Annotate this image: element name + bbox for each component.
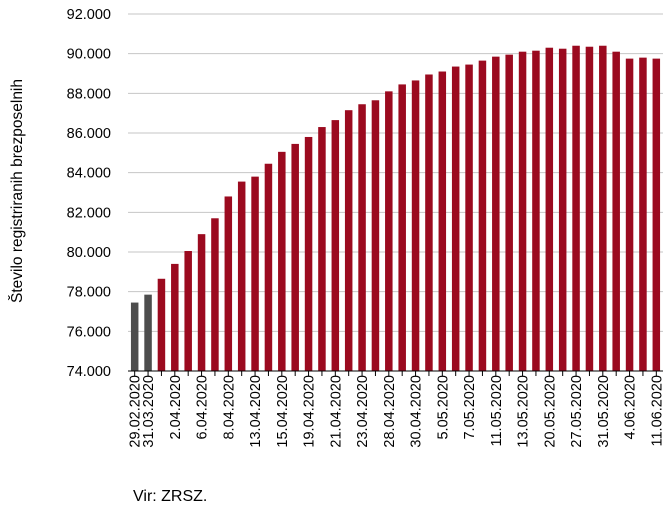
bar xyxy=(371,100,380,372)
x-tick-label: 13.05.2020 xyxy=(516,375,532,448)
x-tick-label: 28.04.2020 xyxy=(382,375,398,448)
x-tick-label: 13.04.2020 xyxy=(248,375,264,448)
bar xyxy=(184,251,192,371)
bar xyxy=(532,50,540,372)
x-tick-label: 11.05.2020 xyxy=(489,375,505,447)
bar xyxy=(237,181,246,371)
y-tick-label: 84.000 xyxy=(67,166,111,182)
bar xyxy=(492,56,500,372)
bar xyxy=(518,51,527,371)
x-tick-label: 21.04.2020 xyxy=(328,375,344,448)
x-tick-label: 31.05.2020 xyxy=(596,375,612,448)
bar xyxy=(144,294,152,371)
x-tick-label: 20.05.2020 xyxy=(542,375,558,448)
bar xyxy=(558,48,567,371)
source-note: Vir: ZRSZ. xyxy=(133,488,208,505)
x-tick-label: 6.04.2020 xyxy=(195,375,211,440)
y-tick-label: 78.000 xyxy=(67,285,111,301)
bar xyxy=(612,51,620,371)
bar xyxy=(291,143,299,371)
bar xyxy=(585,46,594,371)
bar xyxy=(385,91,393,371)
bar xyxy=(211,218,219,371)
x-tick-label: 4.06.2020 xyxy=(623,375,639,440)
x-tick-label: 23.04.2020 xyxy=(355,375,371,448)
bar xyxy=(411,80,420,372)
bar xyxy=(465,64,473,371)
bar xyxy=(438,71,447,372)
bar xyxy=(251,176,259,371)
bar xyxy=(278,151,286,371)
x-tick-label: 29.02.2020 xyxy=(128,375,144,448)
bar xyxy=(478,60,487,371)
y-axis-title: Število registriranih brezposelnih xyxy=(9,79,26,303)
bar xyxy=(224,196,233,371)
y-tick-label: 82.000 xyxy=(67,205,111,221)
bar xyxy=(625,58,634,371)
y-tick-label: 92.000 xyxy=(67,7,111,23)
x-tick-label: 31.03.2020 xyxy=(141,375,157,448)
bar xyxy=(344,110,353,372)
y-tick-label: 88.000 xyxy=(67,86,111,102)
y-tick-label: 90.000 xyxy=(67,47,111,63)
bar xyxy=(130,302,139,371)
bar xyxy=(157,278,166,371)
x-tick-label: 7.05.2020 xyxy=(462,375,478,440)
bar xyxy=(318,127,326,371)
bar xyxy=(572,45,580,371)
y-axis-ticks: 74.000 76.000 78.000 80.000 82.000 84.000 86.0… xyxy=(67,7,111,380)
bar xyxy=(304,136,313,371)
bar xyxy=(639,57,647,372)
gridlines xyxy=(128,13,663,332)
x-tick-label: 27.05.2020 xyxy=(569,375,585,448)
x-tick-label: 5.05.2020 xyxy=(435,375,451,440)
x-tick-label: 15.04.2020 xyxy=(275,375,291,448)
x-tick-label: 19.04.2020 xyxy=(302,375,318,448)
bar xyxy=(197,234,206,371)
bar xyxy=(398,84,406,372)
bar xyxy=(505,54,513,372)
bar xyxy=(171,263,179,371)
bar xyxy=(358,104,366,371)
bar xyxy=(264,163,273,371)
y-tick-label: 86.000 xyxy=(67,126,111,142)
bar xyxy=(331,120,340,371)
bar xyxy=(545,47,554,371)
x-tick-label: 30.04.2020 xyxy=(409,375,425,448)
x-tick-label: 8.04.2020 xyxy=(221,375,237,440)
x-tick-label: 2.04.2020 xyxy=(168,375,184,440)
y-tick-label: 80.000 xyxy=(67,245,111,261)
y-tick-label: 74.000 xyxy=(67,364,111,380)
bar xyxy=(652,58,661,371)
y-tick-label: 76.000 xyxy=(67,324,111,340)
bars xyxy=(130,45,661,372)
bar xyxy=(425,74,433,371)
bar xyxy=(599,45,607,371)
bar xyxy=(451,66,460,371)
x-tick-label: 11.06.2020 xyxy=(649,375,665,447)
